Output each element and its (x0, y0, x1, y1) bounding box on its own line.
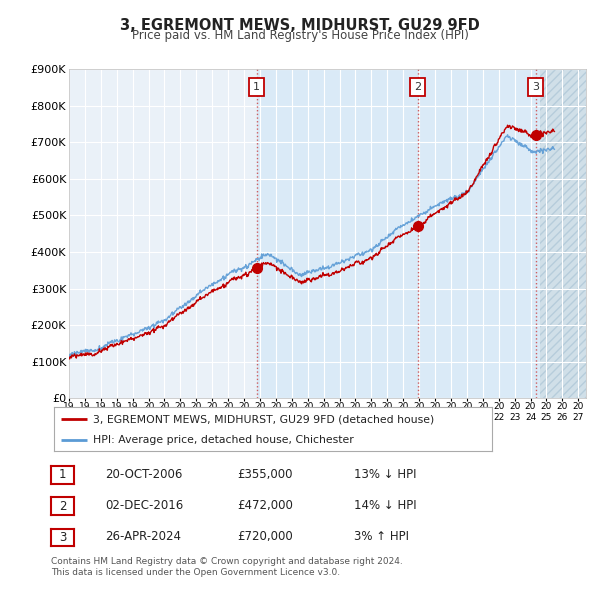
Bar (540, 69, 586, 398)
Text: £472,000: £472,000 (237, 499, 293, 512)
Bar (540, 69, 586, 398)
Text: 3: 3 (59, 531, 66, 544)
Text: 2: 2 (414, 82, 421, 92)
Text: 3, EGREMONT MEWS, MIDHURST, GU29 9FD (detached house): 3, EGREMONT MEWS, MIDHURST, GU29 9FD (de… (94, 415, 434, 424)
Text: This data is licensed under the Open Government Licence v3.0.: This data is licensed under the Open Gov… (51, 568, 340, 577)
Text: 2: 2 (59, 500, 66, 513)
Text: £355,000: £355,000 (237, 468, 293, 481)
Bar (257, 69, 586, 398)
Text: £720,000: £720,000 (237, 530, 293, 543)
Text: Price paid vs. HM Land Registry's House Price Index (HPI): Price paid vs. HM Land Registry's House … (131, 30, 469, 42)
Text: 1: 1 (59, 468, 66, 481)
Text: Contains HM Land Registry data © Crown copyright and database right 2024.: Contains HM Land Registry data © Crown c… (51, 557, 403, 566)
Text: 20-OCT-2006: 20-OCT-2006 (105, 468, 182, 481)
Text: 13% ↓ HPI: 13% ↓ HPI (354, 468, 416, 481)
Text: HPI: Average price, detached house, Chichester: HPI: Average price, detached house, Chic… (94, 435, 354, 445)
Text: 14% ↓ HPI: 14% ↓ HPI (354, 499, 416, 512)
Text: 3, EGREMONT MEWS, MIDHURST, GU29 9FD: 3, EGREMONT MEWS, MIDHURST, GU29 9FD (120, 18, 480, 32)
Text: 02-DEC-2016: 02-DEC-2016 (105, 499, 183, 512)
Text: 26-APR-2024: 26-APR-2024 (105, 530, 181, 543)
Text: 3% ↑ HPI: 3% ↑ HPI (354, 530, 409, 543)
Text: 3: 3 (532, 82, 539, 92)
Text: 1: 1 (253, 82, 260, 92)
